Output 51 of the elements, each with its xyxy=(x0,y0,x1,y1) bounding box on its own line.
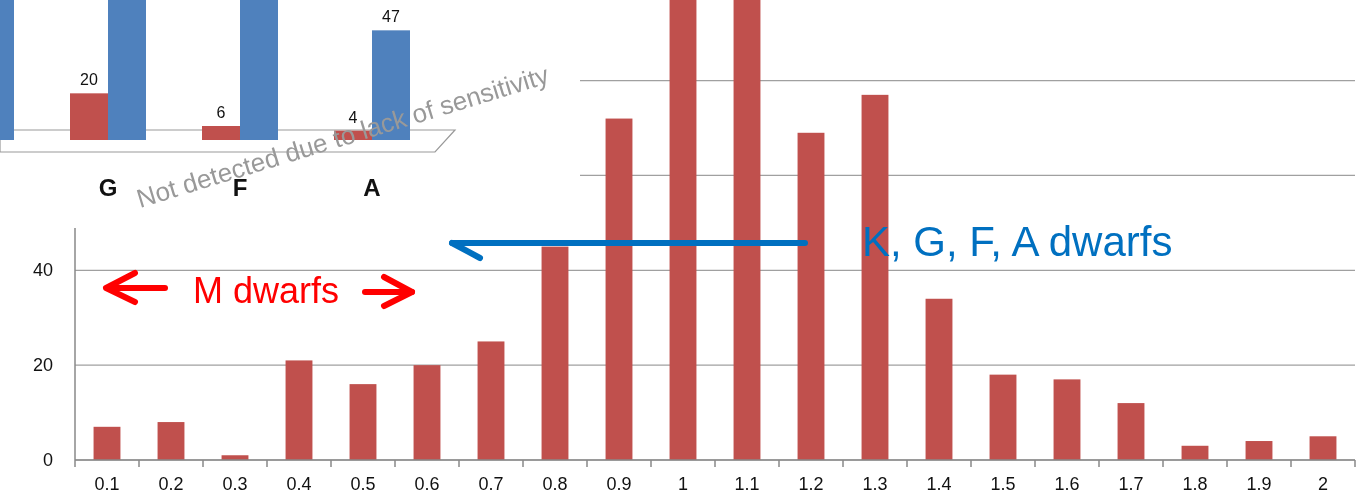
x-tick-label: 0.5 xyxy=(350,474,376,494)
bar xyxy=(1117,403,1145,460)
bar xyxy=(1309,436,1337,460)
x-tick-label: 0.9 xyxy=(606,474,632,494)
bar xyxy=(93,426,121,460)
bar xyxy=(541,246,569,460)
bar xyxy=(285,360,313,460)
x-tick-label: G xyxy=(98,174,118,201)
bar xyxy=(989,374,1017,460)
x-tick-label: 1 xyxy=(677,474,689,494)
x-tick-label: 1.8 xyxy=(1182,474,1208,494)
bar xyxy=(925,298,953,460)
data-label: 47 xyxy=(382,8,400,26)
bar xyxy=(669,0,697,460)
bar xyxy=(477,341,505,460)
data-label: 6 xyxy=(216,104,226,121)
bar xyxy=(108,0,146,140)
x-tick-label: 1.5 xyxy=(990,474,1016,494)
bar xyxy=(240,0,278,140)
x-tick-label: 0.6 xyxy=(414,474,440,494)
x-tick-label: A xyxy=(363,174,381,201)
bar xyxy=(70,93,108,140)
bar xyxy=(733,0,761,460)
bar xyxy=(157,422,185,460)
x-tick-label: 1.3 xyxy=(862,474,888,494)
bar xyxy=(349,384,377,460)
x-tick-label: 0.1 xyxy=(94,474,120,494)
x-tick-label: 0.8 xyxy=(542,474,568,494)
bar xyxy=(413,365,441,460)
x-tick-label: 2 xyxy=(1317,474,1329,494)
x-tick-label: 1.6 xyxy=(1054,474,1080,494)
data-label: 20 xyxy=(80,71,98,89)
x-tick-label: 1.9 xyxy=(1246,474,1272,494)
annotation: M dwarfs xyxy=(192,270,340,311)
y-tick-label: 0 xyxy=(42,450,53,470)
bar xyxy=(605,118,633,460)
bar xyxy=(797,132,825,460)
x-tick-label: 1.4 xyxy=(926,474,952,494)
bar xyxy=(1245,441,1273,460)
x-tick-label: 1.2 xyxy=(798,474,824,494)
bar xyxy=(1053,379,1081,460)
bar xyxy=(202,126,240,140)
x-tick-label: 0.3 xyxy=(222,474,248,494)
x-tick-label: 0.4 xyxy=(286,474,312,494)
y-tick-label: 20 xyxy=(32,355,53,376)
x-tick-label: 0.7 xyxy=(478,474,504,494)
y-tick-label: 40 xyxy=(32,260,53,281)
x-tick-label: 1.1 xyxy=(734,474,760,494)
x-tick-label: 0.2 xyxy=(158,474,184,494)
data-label: 4 xyxy=(348,108,358,126)
x-tick-label: 1.7 xyxy=(1118,474,1144,494)
